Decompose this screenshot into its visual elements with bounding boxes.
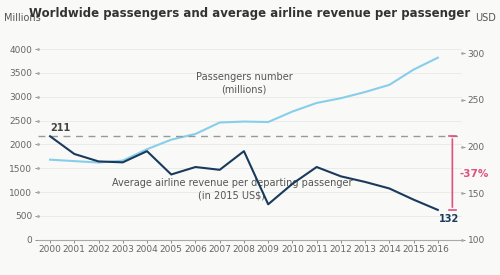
Title: Worldwide passengers and average airline revenue per passenger: Worldwide passengers and average airline…	[30, 7, 470, 20]
Text: Passengers number
(millions): Passengers number (millions)	[196, 72, 292, 94]
Text: USD: USD	[475, 13, 496, 23]
Text: 211: 211	[50, 123, 70, 133]
Text: 132: 132	[439, 214, 460, 224]
Text: Millions: Millions	[4, 13, 41, 23]
Text: -37%: -37%	[460, 169, 489, 178]
Text: Average airline revenue per departing passenger
(in 2015 US$): Average airline revenue per departing pa…	[112, 178, 352, 201]
